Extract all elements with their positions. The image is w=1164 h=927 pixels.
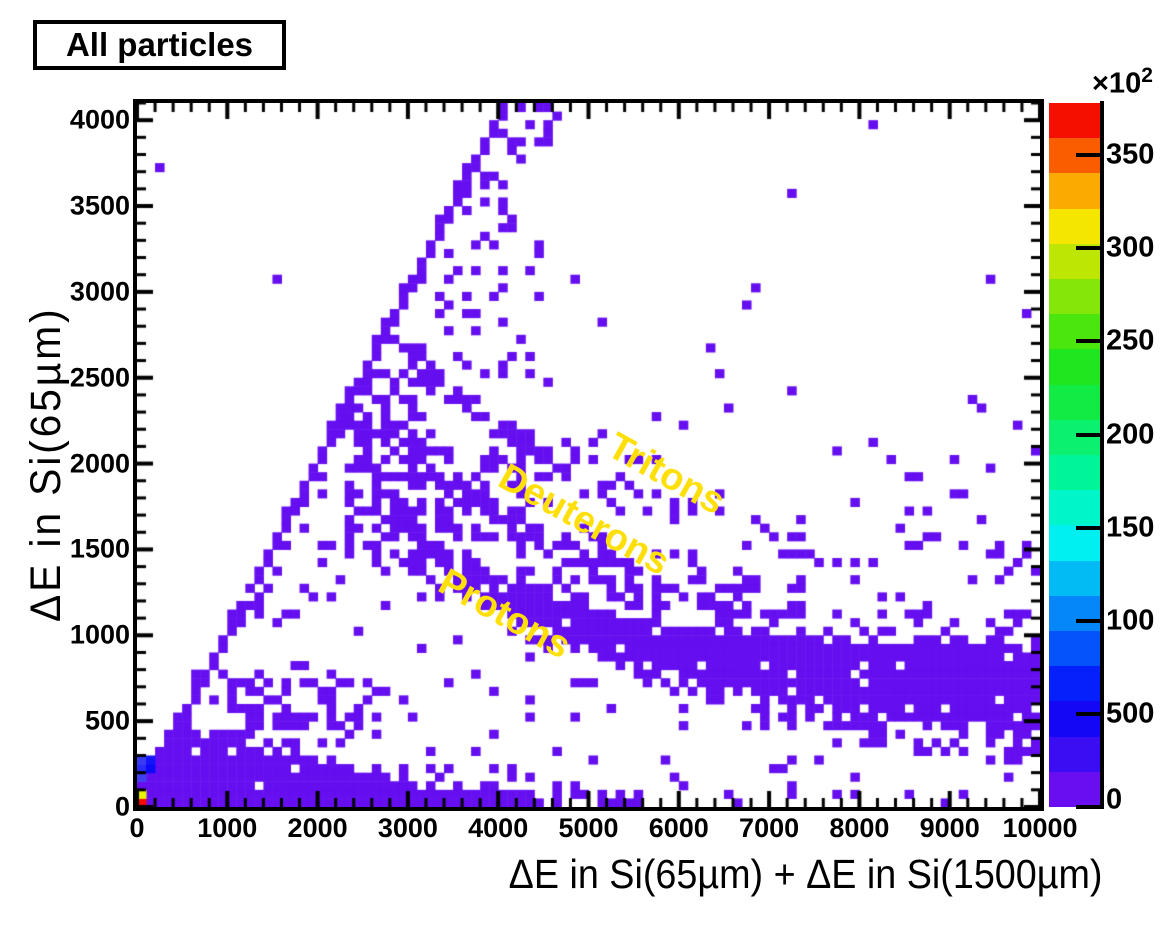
color-scale-axis-line xyxy=(1100,101,1104,809)
x-tick-label: 2000 xyxy=(287,813,348,843)
histogram-title-box: All particles xyxy=(33,20,286,70)
palette-band xyxy=(1049,455,1100,491)
palette-band xyxy=(1049,736,1100,772)
x-tick-label: 3000 xyxy=(377,813,438,843)
color-scale-tick-label: 0 xyxy=(1106,783,1123,816)
palette-band xyxy=(1049,314,1100,350)
color-scale-bar xyxy=(1049,103,1100,808)
color-scale-multiplier: ×102 xyxy=(1092,64,1153,100)
palette-band xyxy=(1049,771,1100,808)
x-tick-label: 4000 xyxy=(468,813,529,843)
x-tick-label: 8000 xyxy=(829,813,890,843)
palette-band xyxy=(1049,419,1100,456)
x-tick-label: 1000 xyxy=(197,813,258,843)
palette-band xyxy=(1049,595,1100,632)
y-tick-label: 1000 xyxy=(69,619,130,650)
color-scale-tick xyxy=(1076,432,1102,437)
color-scale-tick-label: 200 xyxy=(1106,418,1155,450)
palette-band xyxy=(1049,279,1100,315)
palette-band xyxy=(1049,560,1100,596)
palette-band xyxy=(1049,666,1100,702)
color-scale-tick xyxy=(1076,339,1102,344)
x-tick-label: 7000 xyxy=(739,813,800,843)
x-tick-label: 9000 xyxy=(919,813,980,843)
x-tick-label: 6000 xyxy=(648,813,709,843)
color-scale-tick-label: 350 xyxy=(1106,138,1155,171)
x-tick-label: 5000 xyxy=(558,813,619,843)
palette-band xyxy=(1049,631,1100,667)
y-tick-label: 4000 xyxy=(69,104,130,135)
y-tick-label: 3500 xyxy=(69,190,130,221)
palette-band xyxy=(1049,173,1100,209)
palette-band xyxy=(1049,103,1100,139)
color-scale-tick-label: 100 xyxy=(1106,604,1155,637)
color-scale-tick xyxy=(1076,711,1102,716)
palette-band xyxy=(1049,208,1100,244)
color-scale-tick xyxy=(1076,805,1102,809)
histogram-canvas xyxy=(137,103,1040,807)
x-tick-label: 10000 xyxy=(1002,813,1078,843)
palette-band xyxy=(1049,349,1100,385)
histogram-title: All particles xyxy=(65,26,254,63)
y-tick-label: 0 xyxy=(114,791,130,822)
palette-band xyxy=(1049,701,1100,737)
color-scale-tick-label: 500 xyxy=(1106,697,1155,730)
color-scale-tick xyxy=(1076,618,1102,623)
y-tick-label: 500 xyxy=(84,705,130,736)
palette-band xyxy=(1049,384,1100,420)
y-tick-label: 1500 xyxy=(69,533,130,564)
y-tick-label: 3000 xyxy=(69,276,130,307)
y-tick-label: 2000 xyxy=(69,448,130,479)
palette-band xyxy=(1049,490,1100,526)
color-scale-tick xyxy=(1076,153,1102,158)
color-scale-tick xyxy=(1076,246,1102,251)
color-scale-tick-label: 300 xyxy=(1106,231,1155,264)
color-scale-tick-label: 150 xyxy=(1106,511,1155,544)
x-axis-title: ΔE in Si(65µm) + ΔE in Si(1500µm) xyxy=(508,851,1102,897)
x-tick-label: 0 xyxy=(129,813,145,843)
color-scale-tick-label: 250 xyxy=(1106,324,1155,357)
color-scale-tick xyxy=(1076,525,1102,530)
y-tick-label: 2500 xyxy=(69,362,130,393)
palette-band xyxy=(1049,525,1100,561)
